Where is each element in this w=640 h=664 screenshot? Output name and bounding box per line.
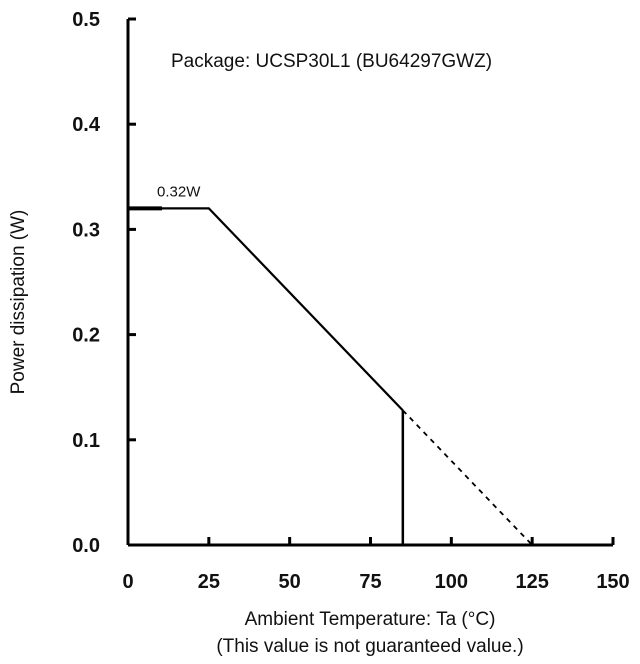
- x-tick-label: 125: [515, 571, 548, 593]
- series-group: [128, 207, 533, 546]
- x-tick-label: 50: [279, 571, 301, 593]
- y-tick-label: 0.3: [72, 219, 100, 241]
- x-axis-title: Ambient Temperature: Ta (°C): [245, 609, 496, 630]
- x-tick-label: 100: [435, 571, 468, 593]
- y-tick-label: 0.1: [72, 430, 100, 452]
- x-tick-label: 75: [359, 571, 381, 593]
- axes: [126, 19, 613, 547]
- tick-labels: 0.0 0.1 0.2 0.3 0.4 0.5 0 25 50 75 100 125 150: [72, 9, 630, 593]
- ticks: [126, 17, 615, 547]
- x-tick-label: 0: [122, 571, 133, 593]
- x-axis-note: (This value is not guaranteed value.): [216, 636, 523, 657]
- annotations: Package: UCSP30L1 (BU64297GWZ) 0.32W: [128, 51, 492, 211]
- y-tick-label: 0.2: [72, 325, 100, 347]
- x-tick-label: 150: [596, 571, 629, 593]
- y-tick-label: 0.5: [72, 9, 100, 31]
- value-annotation-0-32w: 0.32W: [157, 183, 201, 200]
- y-axis-title: Power dissipation (W): [8, 210, 29, 395]
- package-annotation: Package: UCSP30L1 (BU64297GWZ): [171, 51, 492, 72]
- series-line-dashed: [402, 409, 533, 546]
- series-line-solid: [128, 207, 404, 412]
- x-tick-label: 25: [198, 571, 220, 593]
- y-tick-label: 0.4: [72, 114, 101, 136]
- y-tick-label: 0.0: [72, 535, 100, 557]
